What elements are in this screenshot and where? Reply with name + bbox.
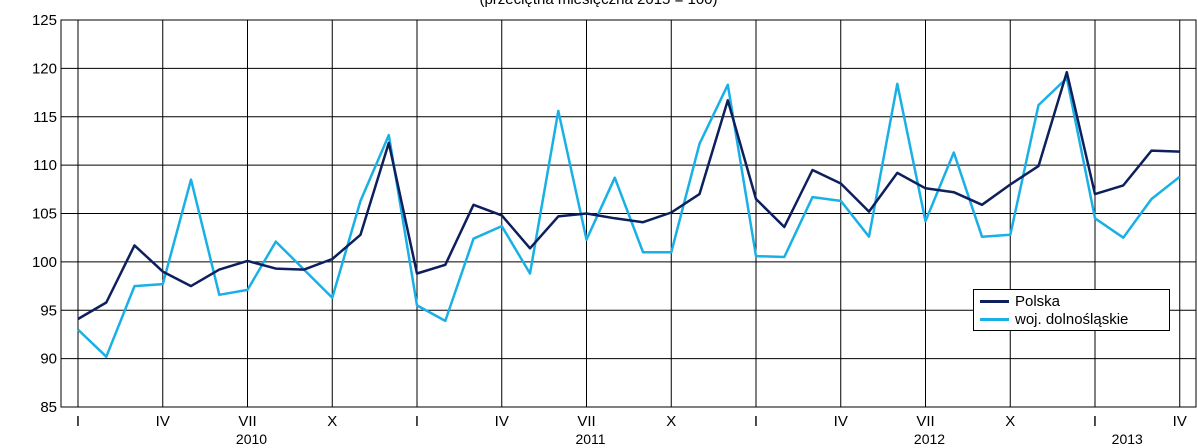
axes: 85 90 95 100 105 110 115 120 125 I IV VII X I IV VII X I I…: [32, 12, 1187, 447]
y-tick-label: 85: [40, 399, 57, 416]
x-tick-label: VII: [577, 413, 595, 430]
x-tick-label: IV: [834, 413, 848, 430]
x-tick-label: I: [1093, 413, 1097, 430]
plot-area-frame: [60, 19, 1197, 408]
x-tick-label: X: [666, 413, 676, 430]
x-tick-label: X: [327, 413, 337, 430]
x-tick-label: I: [415, 413, 419, 430]
y-tick-label: 100: [32, 254, 57, 271]
y-tick-label: 105: [32, 206, 57, 223]
legend-entry-dolnoslaskie: woj. dolnośląskie: [980, 310, 1128, 328]
series-line-polska: [77, 70, 1180, 321]
y-tick-label: 90: [40, 351, 57, 368]
x-year-label: 2012: [914, 431, 945, 447]
x-year-label: 2011: [575, 431, 605, 447]
x-tick-label: VII: [916, 413, 934, 430]
x-tick-label: I: [754, 413, 758, 430]
legend-swatch-dolnoslaskie: [980, 317, 1009, 321]
x-tick-label: IV: [495, 413, 509, 430]
x-tick-label: IV: [156, 413, 170, 430]
legend-swatch-polska: [980, 299, 1009, 303]
x-year-label: 2013: [1112, 431, 1143, 447]
x-tick-label: X: [1005, 413, 1015, 430]
y-tick-label: 110: [33, 157, 57, 174]
y-tick-label: 115: [33, 109, 57, 126]
series-lines: [77, 70, 1181, 358]
x-tick-label: IV: [1173, 413, 1187, 430]
legend-entry-polska: Polska: [980, 292, 1060, 310]
chart-title: (przeciętna miesięczna 2015 = 100): [0, 0, 1197, 8]
x-year-label: 2010: [236, 431, 267, 447]
y-tick-label: 125: [32, 12, 57, 29]
x-tick-label: I: [76, 413, 80, 430]
legend: Polska woj. dolnośląskie: [973, 289, 1170, 331]
legend-label-dolnoslaskie: woj. dolnośląskie: [1015, 310, 1129, 328]
x-tick-label: VII: [238, 413, 256, 430]
y-tick-label: 95: [40, 302, 57, 319]
y-tick-label: 120: [32, 60, 57, 77]
legend-label-polska: Polska: [1015, 292, 1061, 310]
